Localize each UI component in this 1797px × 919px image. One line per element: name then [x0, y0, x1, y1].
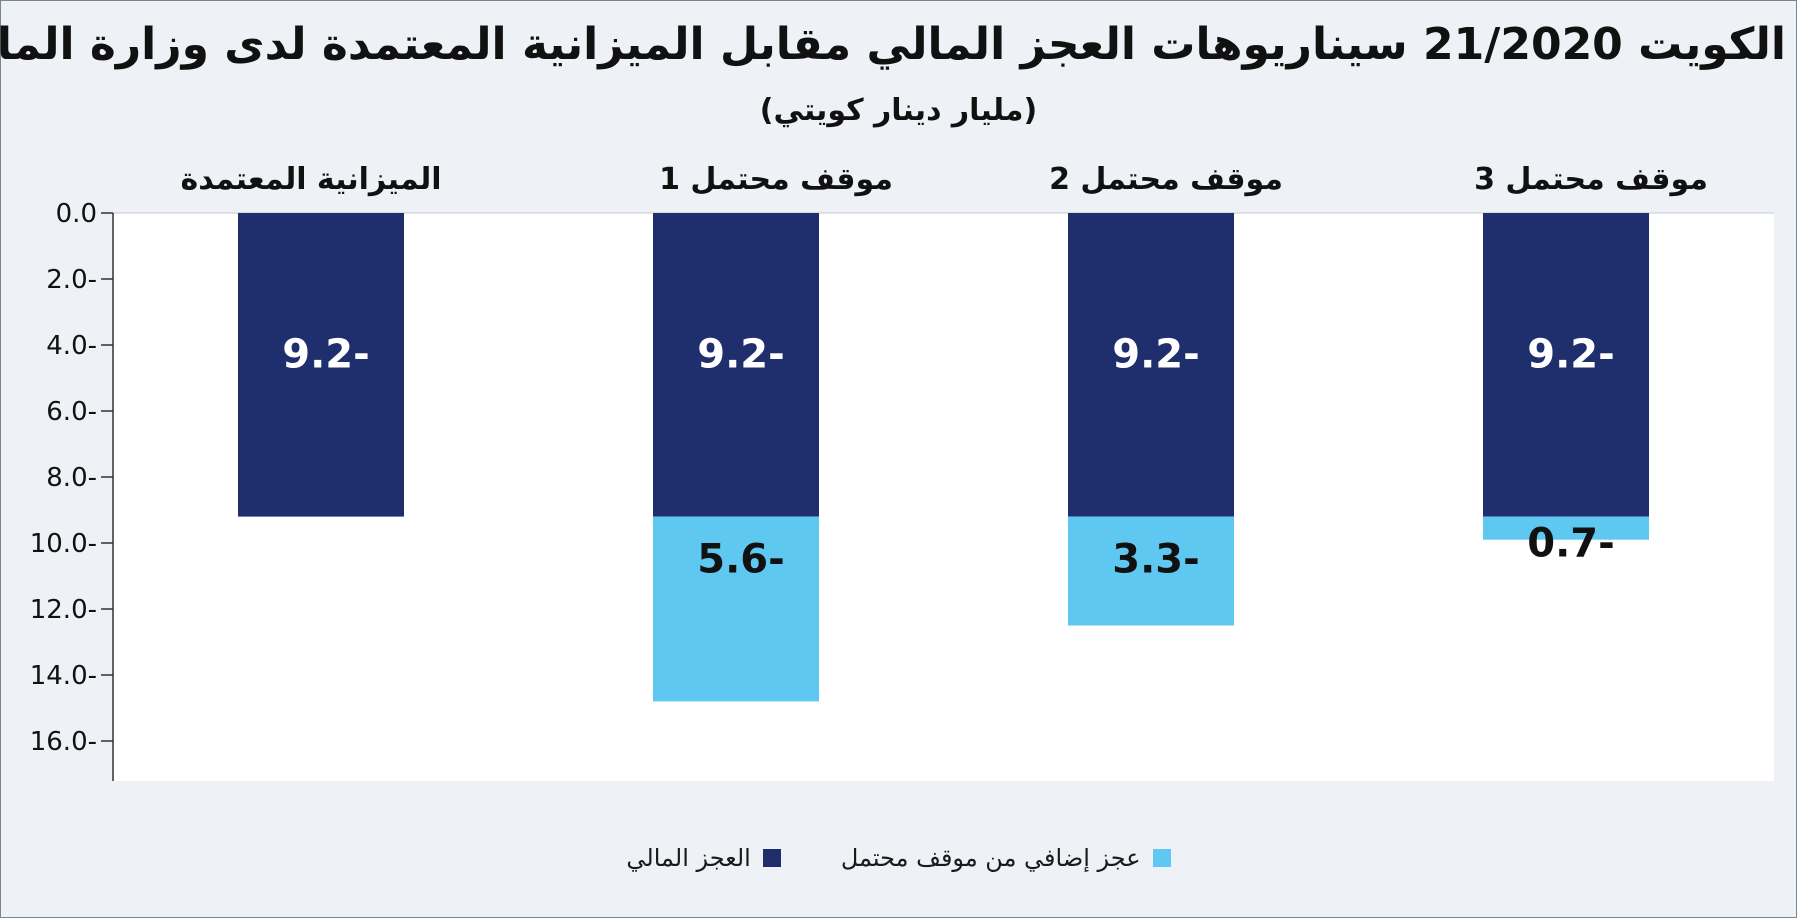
- y-tick-label: 4.0-: [46, 331, 97, 361]
- data-label: 5.6-: [697, 537, 784, 583]
- y-tick-label: 6.0-: [46, 397, 97, 427]
- legend-label-fiscal-deficit: العجز المالي: [626, 844, 751, 872]
- bar-additional-deficit: [653, 516, 819, 702]
- bar-fiscal-deficit: [1068, 213, 1234, 517]
- category-label: موقف محتمل 2: [1049, 162, 1283, 197]
- chart-subtitle: (مليار دينار كويتي): [759, 93, 1038, 128]
- bar-fiscal-deficit: [653, 213, 819, 517]
- y-tick-label: 0.0: [56, 199, 97, 229]
- data-label: 0.7-: [1527, 521, 1614, 567]
- y-tick-label: 14.0-: [30, 661, 97, 691]
- legend-item-additional-deficit: عجز إضافي من موقف محتمل: [841, 844, 1171, 872]
- data-label: 9.2-: [697, 332, 784, 378]
- y-tick-label: 16.0-: [30, 727, 97, 757]
- data-label: 9.2-: [1527, 332, 1614, 378]
- category-label: موقف محتمل 3: [1474, 162, 1708, 197]
- y-tick-label: 8.0-: [46, 463, 97, 493]
- bar-additional-deficit: [1483, 516, 1649, 540]
- y-tick-label: 10.0-: [30, 529, 97, 559]
- chart-title: الكويت 21/2020 سيناريوهات العجز المالي م…: [0, 19, 1786, 70]
- data-label: 9.2-: [1112, 332, 1199, 378]
- bar-fiscal-deficit: [238, 213, 404, 517]
- y-tick-label: 12.0-: [30, 595, 97, 625]
- data-label: 9.2-: [282, 332, 369, 378]
- legend-swatch-additional-deficit: [1152, 849, 1171, 867]
- category-label: الميزانية المعتمدة: [181, 162, 442, 197]
- legend-swatch-fiscal-deficit: [762, 849, 781, 867]
- category-label: موقف محتمل 1: [659, 162, 893, 197]
- data-label: 3.3-: [1112, 537, 1199, 583]
- legend: عجز إضافي من موقف محتمل العجز المالي: [1, 844, 1796, 872]
- legend-label-additional-deficit: عجز إضافي من موقف محتمل: [840, 844, 1141, 872]
- bar-additional-deficit: [1068, 516, 1234, 626]
- legend-item-fiscal-deficit: العجز المالي: [626, 844, 781, 872]
- y-tick-label: 2.0-: [46, 265, 97, 295]
- bar-fiscal-deficit: [1483, 213, 1649, 517]
